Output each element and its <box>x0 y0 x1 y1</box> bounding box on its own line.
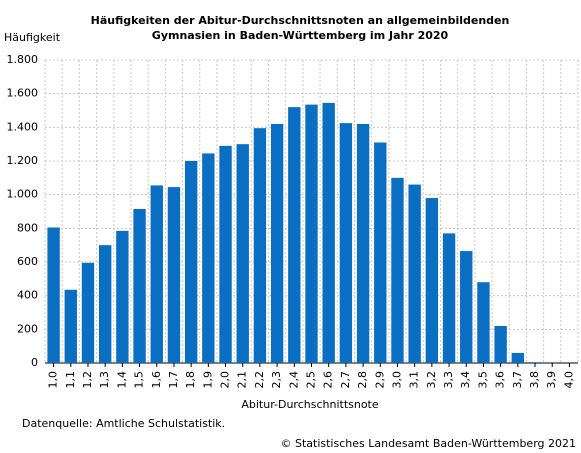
x-tick-label: 1,1 <box>64 371 77 389</box>
x-tick-label: 2,8 <box>356 371 369 389</box>
y-tick-label: 400 <box>17 289 38 302</box>
bar <box>167 187 181 363</box>
bar <box>408 184 421 363</box>
bar <box>322 102 335 364</box>
chart-title: Gymnasien in Baden-Württemberg im Jahr 2… <box>152 29 449 42</box>
bar <box>236 144 249 363</box>
x-tick-label: 3,2 <box>425 371 438 389</box>
x-tick-label: 2,9 <box>373 371 386 389</box>
bar <box>47 227 60 363</box>
bar <box>116 230 129 363</box>
bar <box>81 262 95 363</box>
x-tick-label: 2,5 <box>305 371 318 389</box>
x-tick-label: 2,2 <box>253 371 266 389</box>
y-tick-label: 800 <box>17 221 38 234</box>
bar <box>202 153 215 363</box>
x-tick-label: 2,0 <box>219 371 232 389</box>
x-tick-label: 1,0 <box>47 371 60 389</box>
bar <box>528 362 542 363</box>
x-tick-label: 2,7 <box>339 371 352 389</box>
bar <box>219 145 232 363</box>
x-tick-label: 1,8 <box>184 371 197 389</box>
x-tick-label: 1,4 <box>115 371 128 389</box>
bar <box>270 123 284 363</box>
bar <box>150 185 163 363</box>
x-tick-label: 1,2 <box>81 371 94 389</box>
bar <box>460 251 473 363</box>
x-tick-label: 3,3 <box>442 371 455 389</box>
y-tick-label: 1.400 <box>7 120 39 133</box>
x-tick-label: 1,5 <box>133 371 146 389</box>
x-tick-label: 1,7 <box>167 371 180 389</box>
x-tick-label: 2,1 <box>236 371 249 389</box>
bar <box>477 282 490 363</box>
y-tick-label: 600 <box>17 255 38 268</box>
x-axis-label: Abitur-Durchschnittsnote <box>241 398 379 411</box>
y-axis-label: Häufigkeit <box>4 31 61 44</box>
y-tick-label: 0 <box>31 356 38 369</box>
x-tick-label: 3,8 <box>528 371 541 389</box>
x-tick-label: 3,0 <box>390 371 403 389</box>
x-tick-label: 3,5 <box>476 371 489 389</box>
x-tick-label: 1,9 <box>201 371 214 389</box>
bar <box>442 233 456 363</box>
y-tick-label: 1.000 <box>7 188 39 201</box>
x-tick-label: 3,4 <box>459 371 472 389</box>
x-tick-label: 4,0 <box>562 371 575 389</box>
x-tick-label: 2,4 <box>287 371 300 389</box>
x-tick-label: 1,6 <box>150 371 163 389</box>
chart-title: Häufigkeiten der Abitur-Durchschnittsnot… <box>91 14 510 27</box>
bar <box>511 352 525 363</box>
x-tick-label: 3,7 <box>511 371 524 389</box>
bar <box>494 325 507 363</box>
y-tick-label: 1.200 <box>7 154 39 167</box>
bar <box>391 177 404 363</box>
bar <box>339 123 353 363</box>
x-tick-label: 3,1 <box>408 371 421 389</box>
bar <box>184 161 198 363</box>
y-tick-label: 1.800 <box>7 53 39 66</box>
copyright: © Statistisches Landesamt Baden-Württemb… <box>280 437 576 450</box>
bar <box>305 104 318 363</box>
bar <box>253 128 267 363</box>
x-tick-label: 3,6 <box>494 371 507 389</box>
x-tick-label: 2,6 <box>322 371 335 389</box>
bar <box>356 123 370 363</box>
bar <box>288 107 301 363</box>
y-tick-label: 200 <box>17 322 38 335</box>
bar <box>374 142 387 363</box>
x-tick-label: 2,3 <box>270 371 283 389</box>
bar <box>64 289 77 363</box>
bar <box>98 245 112 363</box>
y-tick-label: 1.600 <box>7 87 39 100</box>
bar <box>425 198 439 363</box>
source: Datenquelle: Amtliche Schulstatistik. <box>22 417 225 430</box>
bar <box>133 208 146 363</box>
x-tick-label: 1,3 <box>98 371 111 389</box>
x-tick-label: 3,9 <box>545 371 558 389</box>
